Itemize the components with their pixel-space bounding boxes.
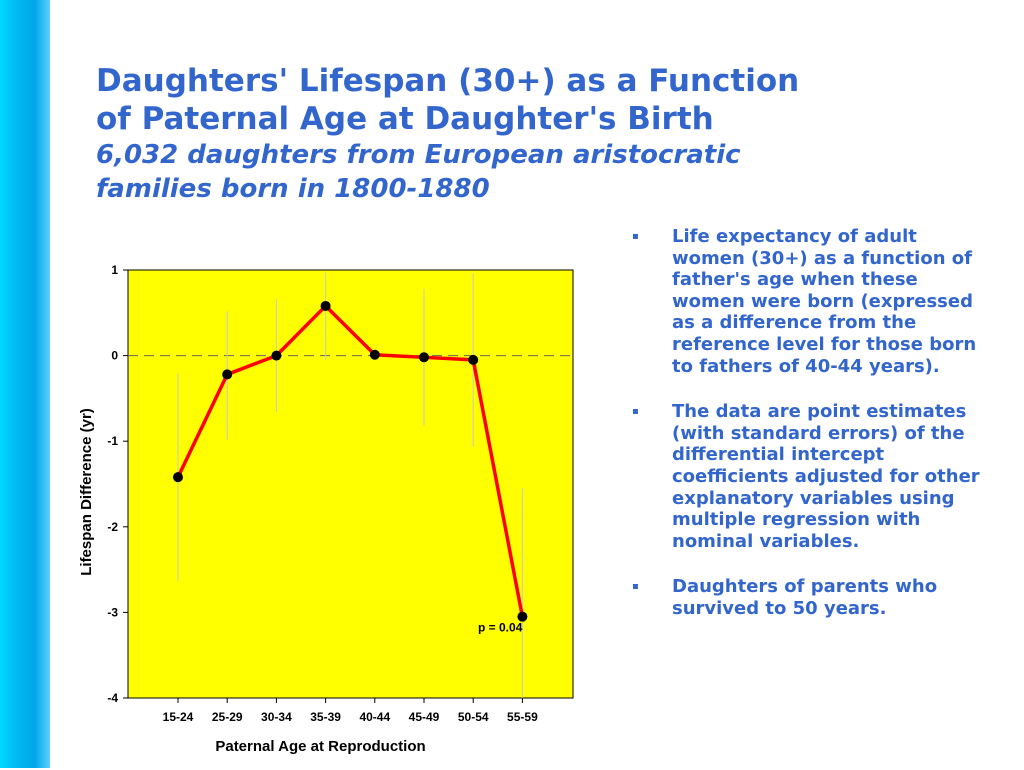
data-point [271,350,282,361]
chart-container: 1 0 -1 -2 -3 -4 15-24 25-29 30-34 35-39 40-44 45-49… [60,255,580,770]
x-tick-label: 55-59 [507,710,538,724]
bullet-item: ▪ The data are point estimates (with sta… [630,401,980,552]
p-value-annotation: p = 0.04 [478,621,523,635]
bullet-marker: ▪ [632,581,639,593]
bullet-item: ▪ Life expectancy of adult women (30+) a… [630,226,980,377]
line-chart: 1 0 -1 -2 -3 -4 15-24 25-29 30-34 35-39 40-44 45-49… [78,263,574,755]
data-point [173,472,183,483]
data-point [320,300,331,311]
x-tick-label: 15-24 [163,710,194,724]
x-tick-label: 25-29 [212,710,243,724]
data-point [517,611,528,622]
data-point [222,369,233,380]
series-line [176,304,525,618]
subtitle-line-1: 6,032 daughters from European aristocrat… [96,140,741,170]
y-tick-label: -3 [107,605,118,619]
x-tick-label: 45-49 [409,710,440,724]
bullet-list: ▪ Life expectancy of adult women (30+) a… [630,226,980,644]
y-axis-label: Lifespan Difference (yr) [78,408,95,576]
slide-title: Daughters' Lifespan (30+) as a Function … [96,62,956,206]
bullet-text: Life expectancy of adult women (30+) as … [672,226,977,377]
x-tick-label: 30-34 [261,710,292,724]
title-line-2: of Paternal Age at Daughter's Birth [96,101,714,137]
bullet-text: Daughters of parents who survived to 50 … [672,576,938,619]
x-axis-label: Paternal Age at Reproduction [215,738,425,755]
bullet-item: ▪ Daughters of parents who survived to 5… [630,576,980,619]
subtitle-line-2: families born in 1800-1880 [96,174,490,204]
bullet-marker: ▪ [632,406,639,418]
plot-area [127,269,574,699]
y-tick-label: -2 [107,520,118,534]
decorative-side-bar [0,0,50,768]
x-tick-label: 40-44 [359,710,390,724]
y-tick-label: 0 [111,349,118,363]
data-point [369,349,380,360]
y-tick-label: -4 [107,691,118,705]
bullet-marker: ▪ [632,231,639,242]
data-point [468,354,479,365]
bullet-text: The data are point estimates (with stand… [672,401,980,552]
y-tick-label: 1 [111,263,118,277]
x-tick-label: 35-39 [310,710,341,724]
y-tick-label: -1 [107,434,118,448]
data-point [419,352,429,363]
title-line-1: Daughters' Lifespan (30+) as a Function [96,63,800,99]
x-tick-label: 50-54 [458,710,489,724]
